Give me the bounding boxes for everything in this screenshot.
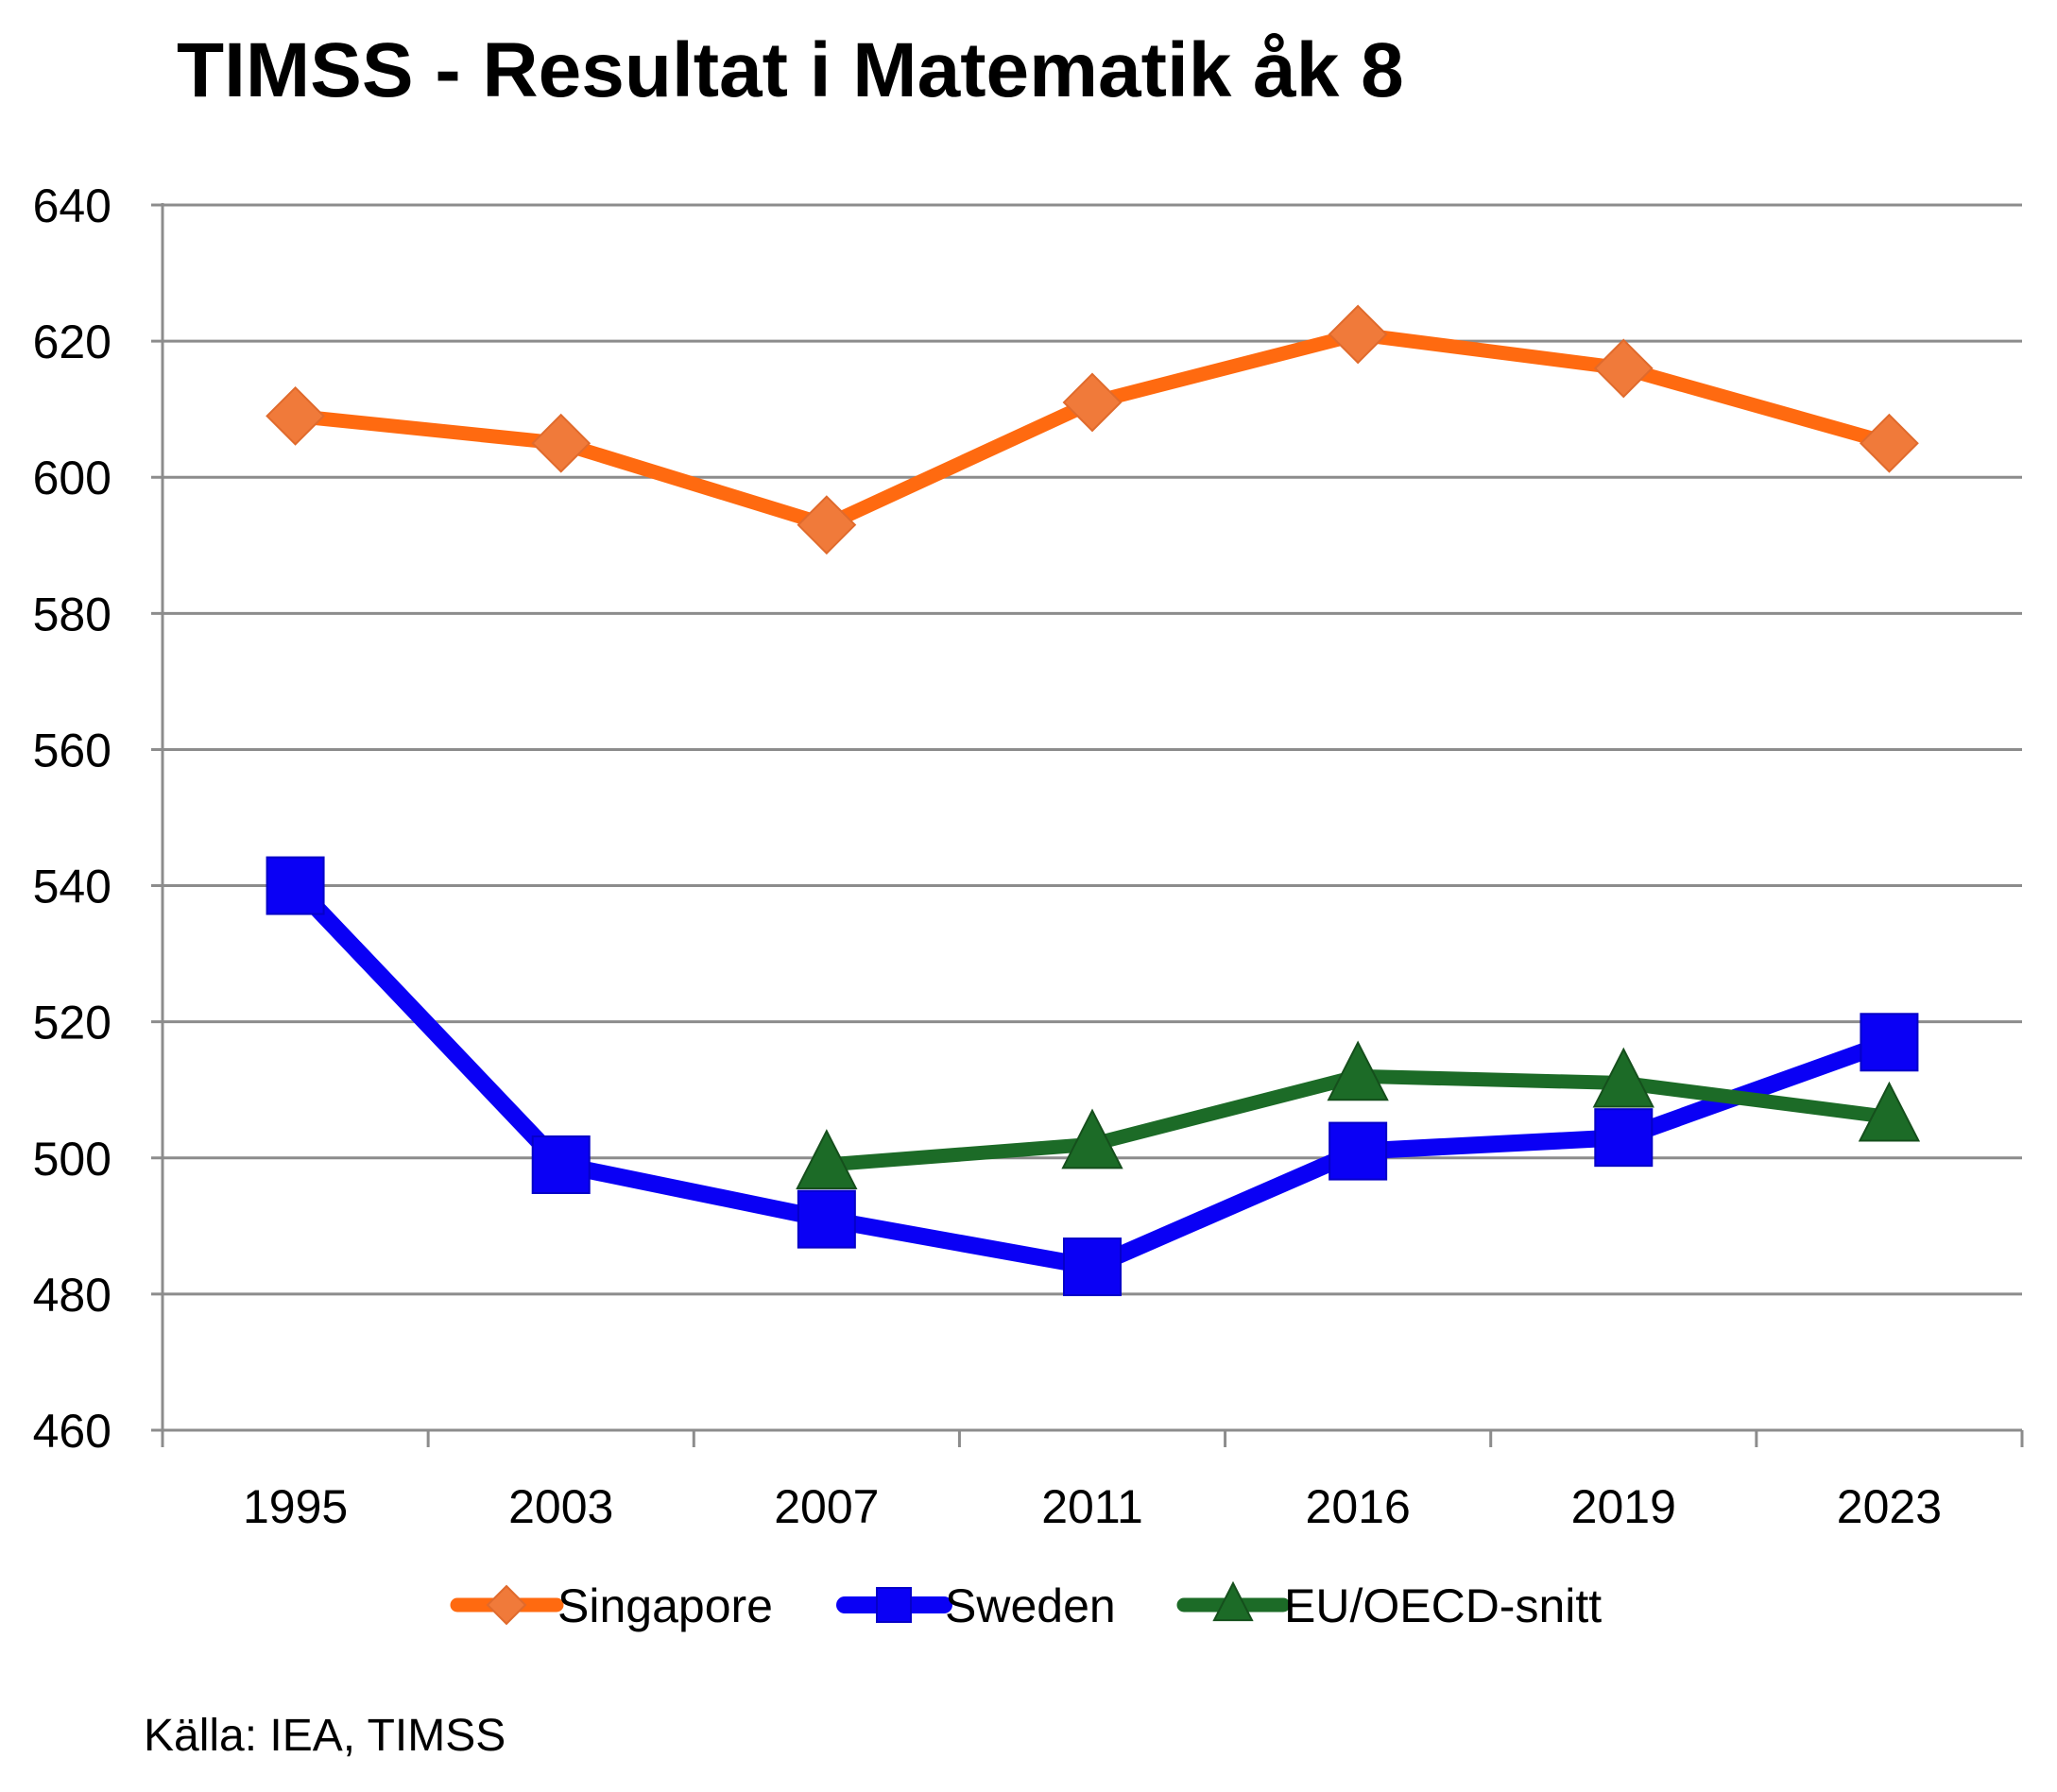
data-point <box>1328 1121 1388 1181</box>
y-tick-label: 480 <box>33 1269 111 1322</box>
data-point <box>531 1135 591 1194</box>
data-point <box>1328 304 1388 365</box>
y-tick-label: 640 <box>33 179 111 232</box>
series-markers <box>266 304 1921 1297</box>
source-note: Källa: IEA, TIMSS <box>144 1711 506 1761</box>
legend-label: Sweden <box>945 1579 1116 1632</box>
data-point <box>1860 413 1919 473</box>
x-tick-label: 2023 <box>1837 1480 1942 1533</box>
data-point <box>1593 338 1654 399</box>
legend-label: Singapore <box>557 1579 773 1632</box>
x-tick-label: 2003 <box>508 1480 613 1533</box>
legend-marker <box>1212 1580 1254 1622</box>
legend-marker <box>876 1587 912 1623</box>
x-tick-label: 2019 <box>1571 1480 1676 1533</box>
data-point <box>266 856 325 915</box>
legend-label: EU/OECD-snitt <box>1284 1579 1602 1632</box>
legend-marker <box>486 1584 527 1626</box>
data-point <box>1860 1013 1919 1072</box>
y-tick-label: 600 <box>33 452 111 504</box>
data-point <box>796 1129 858 1189</box>
chart-title: TIMSS - Resultat i Matematik åk 8 <box>177 27 1404 113</box>
data-point <box>266 385 325 446</box>
y-tick-label: 520 <box>33 997 111 1050</box>
y-tick-label: 500 <box>33 1133 111 1186</box>
axes <box>151 203 2024 1447</box>
legend: Singapore Sweden EU/OECD-snitt <box>450 1579 1602 1632</box>
x-tick-label: 1995 <box>243 1480 348 1533</box>
series-line-sweden <box>286 877 1898 1276</box>
y-tick-label: 620 <box>33 316 111 368</box>
y-tick-label: 460 <box>33 1405 111 1458</box>
data-point <box>1327 1040 1389 1101</box>
data-point <box>1858 1081 1921 1142</box>
data-point <box>1062 372 1123 433</box>
y-tick-label: 580 <box>33 588 111 640</box>
x-axis-tick-labels: 1995 2003 2007 2011 2016 2019 2023 <box>243 1480 1942 1533</box>
data-point <box>1592 1047 1654 1108</box>
y-axis-tick-labels: 460 480 500 520 540 560 580 600 620 640 <box>33 179 111 1458</box>
y-tick-label: 540 <box>33 861 111 913</box>
x-tick-label: 2011 <box>1041 1480 1143 1533</box>
data-point <box>797 495 857 555</box>
data-point <box>1063 1237 1122 1297</box>
data-point <box>797 1189 856 1249</box>
x-tick-label: 2007 <box>774 1480 879 1533</box>
data-point <box>1061 1108 1123 1169</box>
x-tick-label: 2016 <box>1306 1480 1411 1533</box>
y-tick-label: 560 <box>33 724 111 777</box>
data-point <box>1594 1108 1654 1168</box>
data-point <box>531 413 591 473</box>
